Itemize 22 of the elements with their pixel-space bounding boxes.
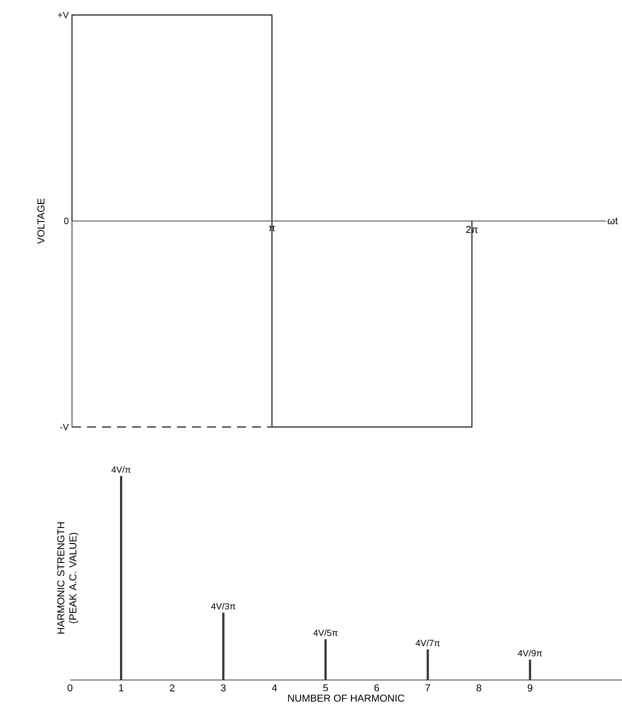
x-tick-label: 1: [119, 684, 124, 692]
x-axis-title: ωt: [608, 218, 618, 224]
x-tick-label: 8: [476, 684, 482, 692]
annotation: 4V/7π: [416, 640, 440, 646]
annotation: -V: [60, 424, 69, 430]
x-tick-label: 6: [374, 684, 380, 692]
annotation: 4V/3π: [211, 602, 236, 610]
annotation: 4V/π: [111, 466, 131, 473]
x-tick-label: 5: [323, 684, 328, 692]
annotation: +V: [58, 12, 69, 18]
x-axis-title: NUMBER OF HARMONIC: [288, 694, 404, 702]
annotation: 4V/5π: [313, 629, 338, 636]
x-tick-label: 4: [272, 684, 277, 692]
annotation: 4V/9π: [518, 650, 542, 656]
y-axis-title: VOLTAGE: [37, 198, 44, 244]
y-axis-title: HARMONIC STRENGTH (PEAK A.C. VALUE): [57, 522, 78, 634]
x-tick-label: 2: [170, 684, 175, 692]
x-tick-label: 7: [426, 684, 430, 692]
x-tick-label: 3: [220, 684, 226, 692]
x-tick-label: 0: [68, 684, 72, 692]
annotation: 0: [64, 218, 68, 224]
x-tick-label: 9: [528, 684, 532, 692]
